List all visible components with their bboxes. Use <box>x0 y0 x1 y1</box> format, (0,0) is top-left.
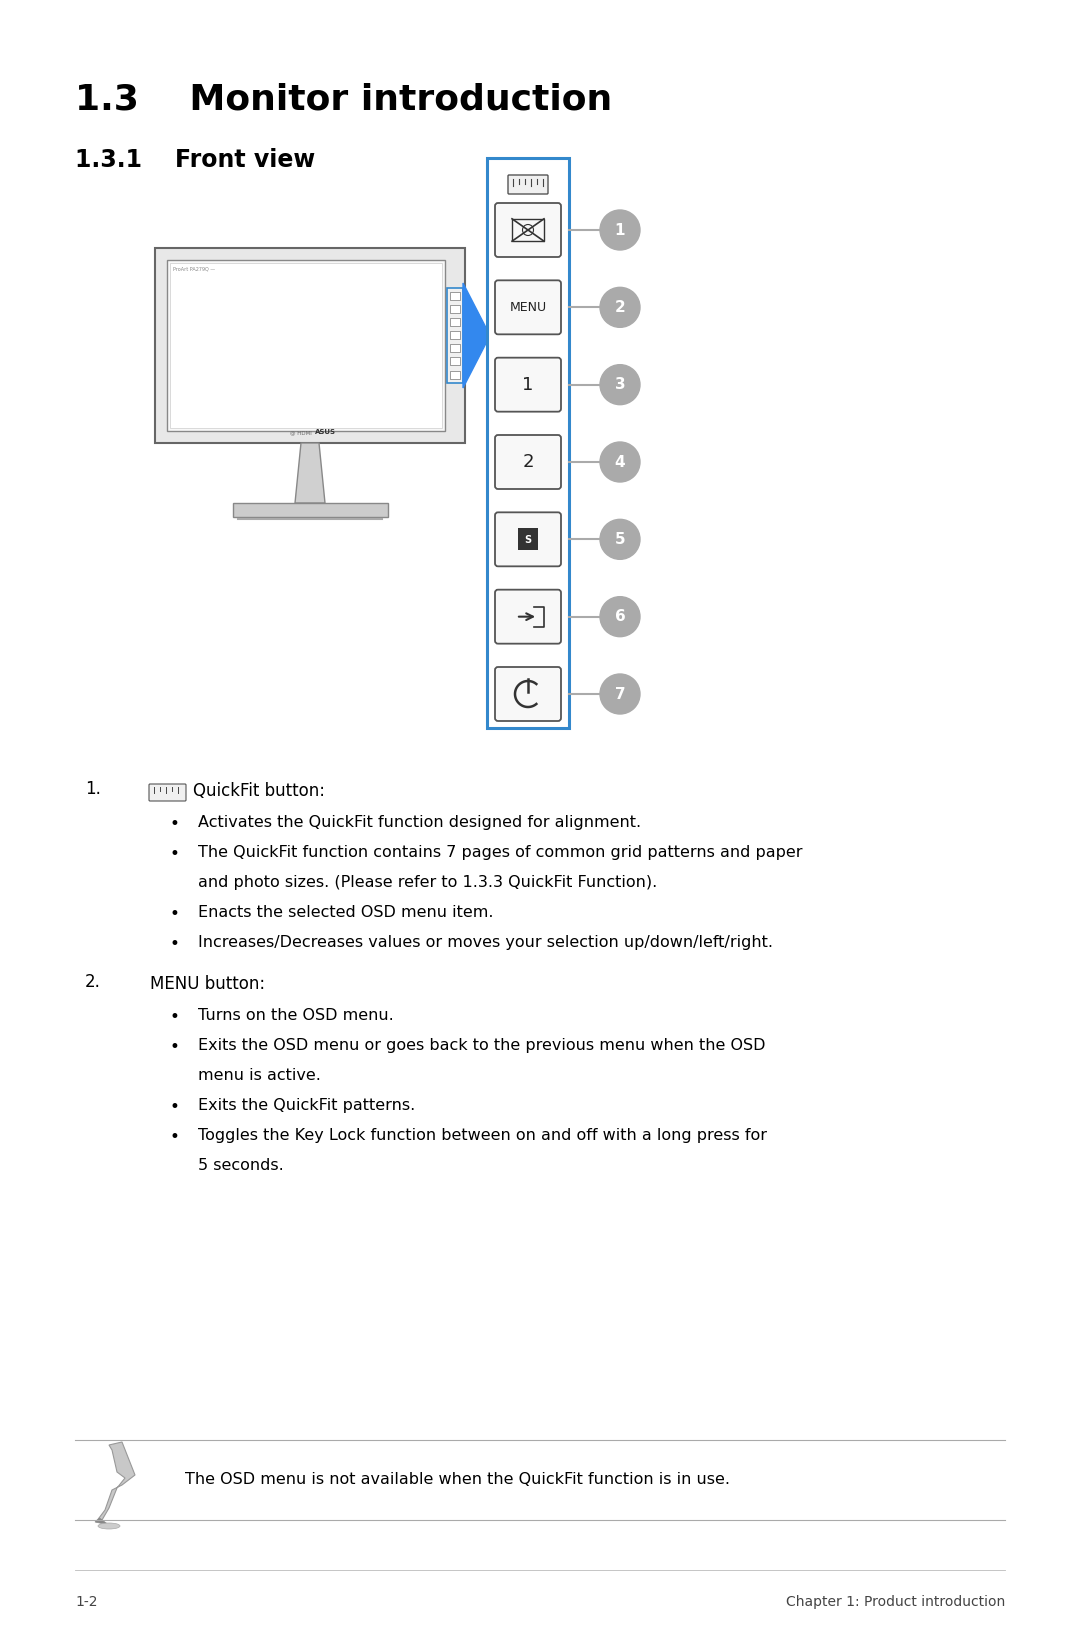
Circle shape <box>600 597 640 636</box>
FancyBboxPatch shape <box>149 784 186 800</box>
Text: 4: 4 <box>615 454 625 470</box>
Text: •: • <box>170 1128 180 1145</box>
Text: Increases/Decreases values or moves your selection up/down/left/right.: Increases/Decreases values or moves your… <box>198 936 773 950</box>
Text: ProArt PA279Q —: ProArt PA279Q — <box>173 265 215 272</box>
Circle shape <box>600 364 640 405</box>
FancyBboxPatch shape <box>449 304 459 312</box>
Text: 2: 2 <box>615 299 625 316</box>
Text: MENU: MENU <box>510 301 546 314</box>
FancyBboxPatch shape <box>518 529 538 550</box>
FancyBboxPatch shape <box>449 358 459 366</box>
Text: Exits the OSD menu or goes back to the previous menu when the OSD: Exits the OSD menu or goes back to the p… <box>198 1038 766 1053</box>
FancyBboxPatch shape <box>449 330 459 338</box>
Text: The OSD menu is not available when the QuickFit function is in use.: The OSD menu is not available when the Q… <box>185 1472 730 1487</box>
Text: 1.: 1. <box>85 779 100 797</box>
Text: •: • <box>170 936 180 953</box>
Text: 2.: 2. <box>85 973 100 991</box>
Circle shape <box>600 210 640 251</box>
Text: •: • <box>170 815 180 833</box>
Text: Enacts the selected OSD menu item.: Enacts the selected OSD menu item. <box>198 905 494 919</box>
FancyBboxPatch shape <box>170 264 442 428</box>
Text: 3: 3 <box>615 377 625 392</box>
FancyBboxPatch shape <box>495 589 561 644</box>
Text: Toggles the Key Lock function between on and off with a long press for: Toggles the Key Lock function between on… <box>198 1128 767 1144</box>
Text: and photo sizes. (Please refer to 1.3.3 QuickFit Function).: and photo sizes. (Please refer to 1.3.3 … <box>198 875 658 890</box>
Text: 1: 1 <box>523 376 534 394</box>
FancyBboxPatch shape <box>447 288 463 382</box>
FancyBboxPatch shape <box>449 345 459 351</box>
Circle shape <box>600 288 640 327</box>
Text: 1-2: 1-2 <box>75 1594 97 1609</box>
Circle shape <box>523 225 534 236</box>
FancyBboxPatch shape <box>495 667 561 721</box>
FancyBboxPatch shape <box>167 260 445 431</box>
Text: Turns on the OSD menu.: Turns on the OSD menu. <box>198 1009 394 1023</box>
Text: Exits the QuickFit patterns.: Exits the QuickFit patterns. <box>198 1098 415 1113</box>
Text: 7: 7 <box>615 687 625 701</box>
Ellipse shape <box>98 1523 120 1529</box>
Text: 5 seconds.: 5 seconds. <box>198 1158 284 1173</box>
Text: •: • <box>170 905 180 923</box>
Polygon shape <box>99 1442 135 1520</box>
FancyBboxPatch shape <box>487 158 569 727</box>
Text: @ HDMI: @ HDMI <box>291 430 312 434</box>
Text: 1.3    Monitor introduction: 1.3 Monitor introduction <box>75 81 612 116</box>
Text: 6: 6 <box>615 608 625 625</box>
Text: •: • <box>170 844 180 862</box>
Circle shape <box>600 519 640 560</box>
Text: MENU button:: MENU button: <box>150 975 265 992</box>
FancyBboxPatch shape <box>449 291 459 299</box>
FancyBboxPatch shape <box>495 203 561 257</box>
Text: menu is active.: menu is active. <box>198 1067 321 1084</box>
FancyBboxPatch shape <box>495 513 561 566</box>
FancyBboxPatch shape <box>495 434 561 490</box>
Text: •: • <box>170 1009 180 1027</box>
Text: Activates the QuickFit function designed for alignment.: Activates the QuickFit function designed… <box>198 815 642 830</box>
FancyBboxPatch shape <box>495 358 561 412</box>
FancyBboxPatch shape <box>508 176 548 194</box>
Polygon shape <box>95 1518 109 1524</box>
Text: ASUS: ASUS <box>314 430 336 434</box>
Circle shape <box>600 443 640 482</box>
FancyBboxPatch shape <box>495 280 561 334</box>
Polygon shape <box>463 283 490 387</box>
Text: The QuickFit function contains 7 pages of common grid patterns and paper: The QuickFit function contains 7 pages o… <box>198 844 802 861</box>
FancyBboxPatch shape <box>449 371 459 379</box>
Text: 1.3.1    Front view: 1.3.1 Front view <box>75 148 315 172</box>
Text: S: S <box>525 535 531 545</box>
FancyBboxPatch shape <box>233 503 388 517</box>
FancyBboxPatch shape <box>156 247 465 443</box>
Text: QuickFit button:: QuickFit button: <box>193 783 325 800</box>
Circle shape <box>600 674 640 714</box>
Text: 2: 2 <box>523 452 534 470</box>
Text: •: • <box>170 1098 180 1116</box>
Polygon shape <box>295 443 325 503</box>
FancyBboxPatch shape <box>512 218 544 241</box>
Text: 1: 1 <box>615 223 625 238</box>
Text: •: • <box>170 1038 180 1056</box>
FancyBboxPatch shape <box>449 317 459 325</box>
Text: 5: 5 <box>615 532 625 547</box>
Text: Chapter 1: Product introduction: Chapter 1: Product introduction <box>786 1594 1005 1609</box>
